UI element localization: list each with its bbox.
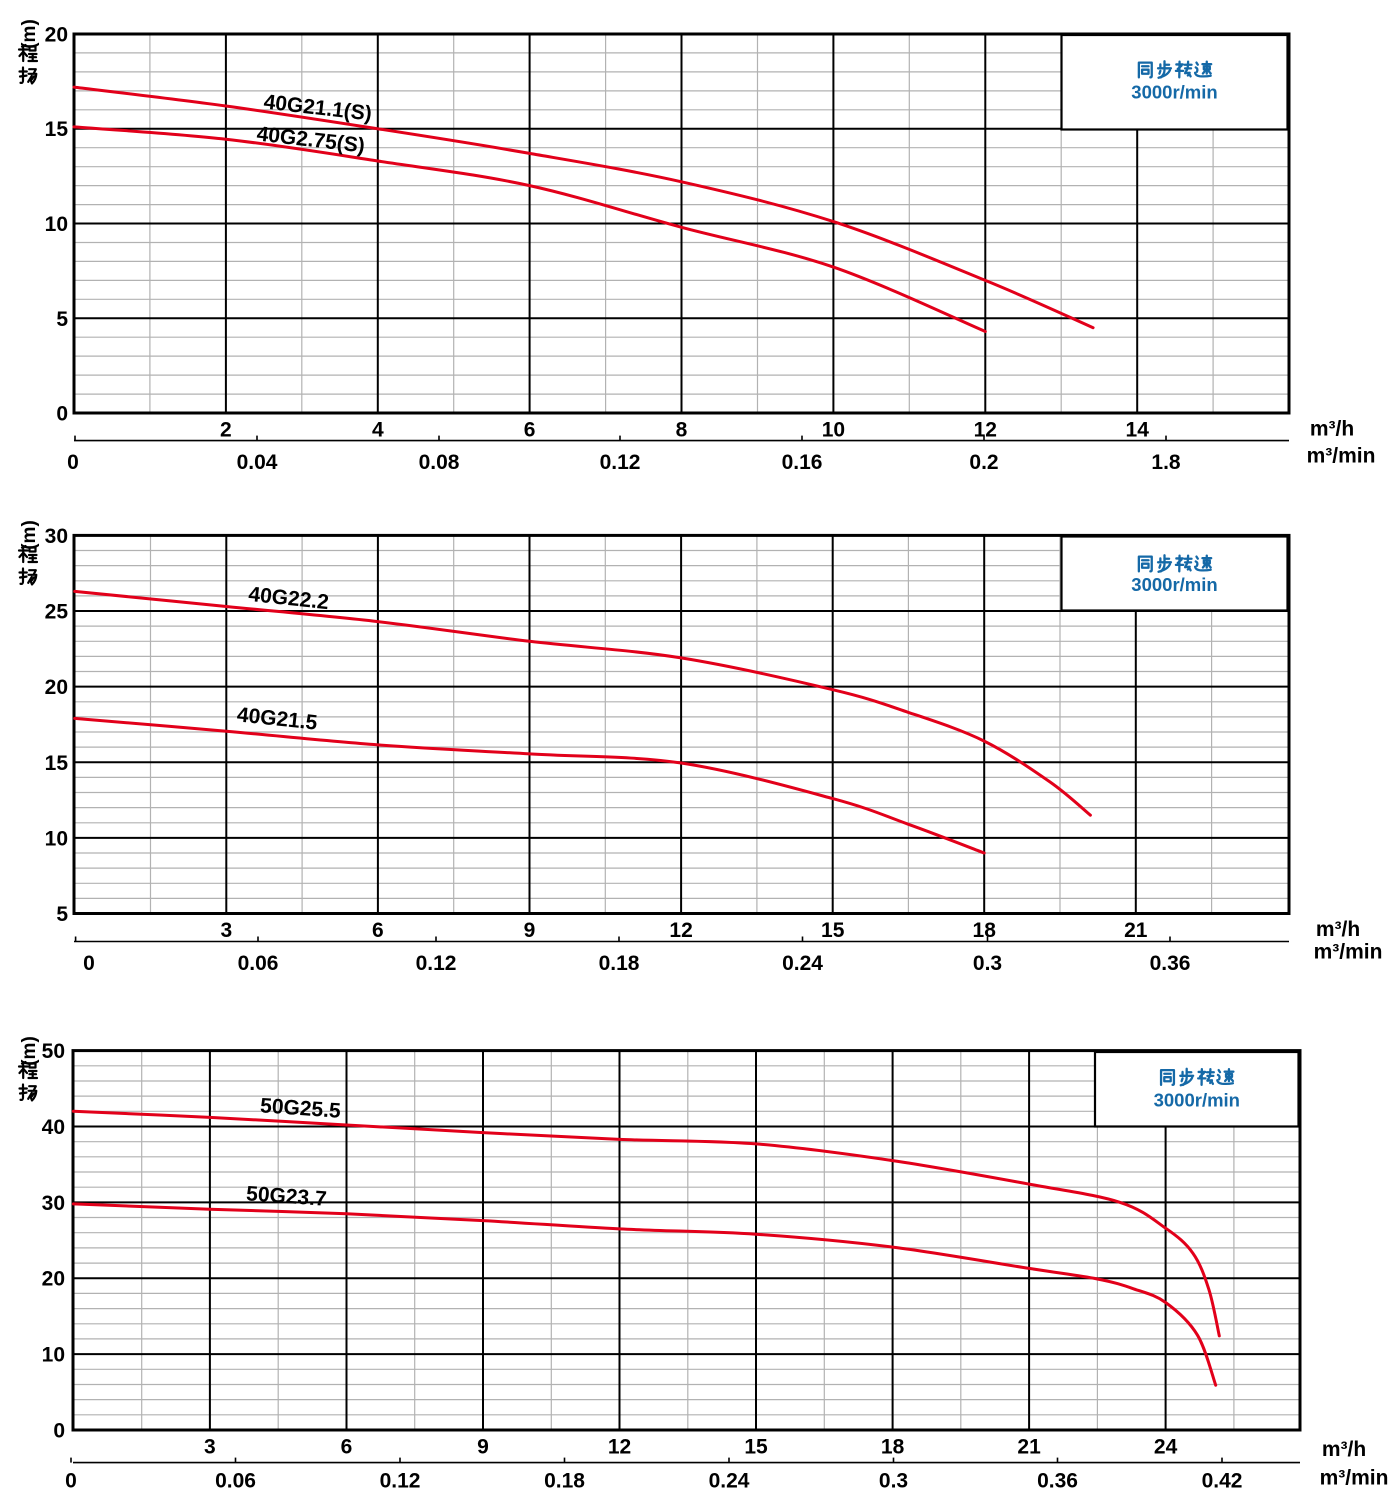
svg-text:14: 14 [1126,419,1150,442]
svg-text:8: 8 [676,419,688,442]
svg-text:m³/h: m³/h [1316,918,1360,941]
svg-text:18: 18 [973,919,997,942]
svg-text:21: 21 [1124,919,1148,942]
svg-text:0: 0 [56,403,68,426]
svg-text:9: 9 [477,1436,489,1459]
svg-text:0.12: 0.12 [380,1470,421,1493]
svg-text:12: 12 [974,419,997,442]
svg-text:3000r/min: 3000r/min [1154,1090,1240,1111]
svg-text:10: 10 [45,827,68,850]
svg-text:m³/h: m³/h [1310,418,1354,441]
svg-text:6: 6 [372,919,384,942]
svg-text:0.36: 0.36 [1150,952,1191,975]
svg-text:0.36: 0.36 [1037,1470,1078,1493]
svg-text:(m): (m) [19,520,40,550]
svg-text:21: 21 [1017,1436,1041,1459]
svg-text:15: 15 [45,118,69,141]
svg-text:5: 5 [56,308,68,331]
svg-text:0.06: 0.06 [215,1470,256,1493]
svg-text:0.12: 0.12 [416,952,457,975]
svg-text:10: 10 [45,213,68,236]
svg-text:1.8: 1.8 [1151,451,1181,474]
svg-text:0: 0 [67,451,79,474]
svg-text:0.06: 0.06 [238,952,279,975]
svg-text:15: 15 [744,1436,768,1459]
svg-text:3000r/min: 3000r/min [1131,574,1217,595]
svg-text:20: 20 [45,24,68,47]
svg-text:2: 2 [220,419,232,442]
svg-text:10: 10 [42,1344,65,1367]
svg-text:m³/min: m³/min [1307,445,1376,468]
svg-text:0.2: 0.2 [969,451,998,474]
svg-text:0.08: 0.08 [419,451,460,474]
svg-text:30: 30 [42,1192,65,1215]
svg-text:0.42: 0.42 [1202,1470,1243,1493]
svg-text:6: 6 [524,419,536,442]
svg-text:3: 3 [220,919,232,942]
svg-text:0.3: 0.3 [879,1470,908,1493]
svg-text:(m): (m) [19,19,40,49]
svg-text:50G25.5: 50G25.5 [259,1094,341,1123]
svg-text:15: 15 [821,919,845,942]
svg-text:24: 24 [1154,1436,1178,1459]
svg-text:20: 20 [42,1268,65,1291]
svg-text:12: 12 [669,919,692,942]
svg-text:0.18: 0.18 [544,1470,585,1493]
svg-text:0.24: 0.24 [782,952,823,975]
svg-text:18: 18 [881,1436,905,1459]
svg-text:m³/min: m³/min [1320,1467,1389,1490]
svg-text:0.3: 0.3 [973,952,1002,975]
svg-text:0.24: 0.24 [709,1470,750,1493]
svg-text:12: 12 [608,1436,631,1459]
svg-text:50G23.7: 50G23.7 [245,1182,327,1211]
svg-text:(m): (m) [19,1036,40,1066]
svg-text:20: 20 [45,676,68,699]
svg-text:5: 5 [56,903,68,926]
svg-text:6: 6 [341,1436,353,1459]
svg-text:0: 0 [83,952,95,975]
svg-text:m³/h: m³/h [1322,1438,1366,1461]
svg-text:3000r/min: 3000r/min [1131,82,1217,103]
svg-text:0: 0 [65,1470,77,1493]
svg-text:0.18: 0.18 [599,952,640,975]
svg-text:10: 10 [822,419,845,442]
svg-text:40: 40 [42,1116,65,1139]
svg-text:0: 0 [53,1420,65,1443]
svg-text:m³/min: m³/min [1314,941,1383,964]
svg-text:15: 15 [45,752,69,775]
svg-text:9: 9 [524,919,536,942]
svg-text:25: 25 [45,601,69,624]
svg-text:30: 30 [45,525,68,548]
svg-text:4: 4 [372,419,384,442]
svg-text:0.04: 0.04 [237,451,278,474]
svg-text:0.16: 0.16 [782,451,823,474]
svg-text:50: 50 [42,1040,65,1063]
svg-text:0.12: 0.12 [600,451,641,474]
svg-text:3: 3 [204,1436,216,1459]
